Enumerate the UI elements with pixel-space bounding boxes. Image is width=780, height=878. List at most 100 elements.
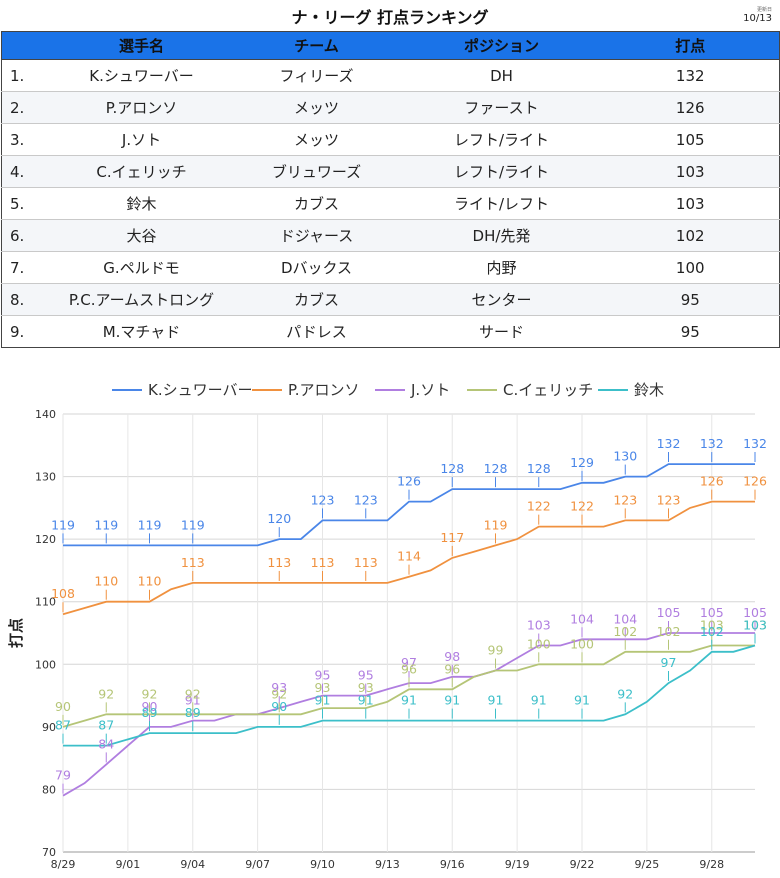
series-line-1 [62, 500, 755, 616]
data-label: 93 [271, 680, 287, 695]
data-label: 87 [98, 718, 114, 733]
data-label: 91 [444, 693, 460, 708]
data-label: 126 [700, 474, 724, 489]
data-label: 123 [613, 492, 637, 507]
rank-cell: 7. [1, 251, 52, 284]
rank-cell: 8. [1, 283, 52, 316]
data-label: 120 [267, 511, 291, 526]
data-label: 113 [354, 555, 378, 570]
team-cell: Dバックス [231, 251, 402, 284]
rbi-cell: 132 [601, 59, 780, 92]
data-label: 132 [743, 436, 767, 451]
data-label: 90 [271, 699, 287, 714]
team-cell: カブス [231, 187, 402, 220]
data-label: 91 [185, 693, 201, 708]
position-cell: サード [478, 323, 524, 341]
team-cell: メッツ [231, 123, 402, 156]
data-label: 119 [51, 517, 75, 532]
data-label: 117 [440, 530, 464, 545]
rbi-cell: 103 [601, 155, 780, 188]
table-row: 1. K.シュワーバー フィリーズ DH 132 [1, 59, 780, 92]
data-label: 93 [358, 680, 374, 695]
data-label: 95 [315, 668, 331, 683]
table-row: 9. M.マチャド パドレス サード 95 [2, 316, 780, 348]
data-label: 90 [55, 699, 71, 714]
table-row: 7. G.ペルドモ Dバックス 内野 100 [1, 251, 780, 284]
data-label: 128 [440, 461, 464, 476]
data-label: 97 [401, 655, 417, 670]
data-label: 102 [700, 624, 724, 639]
data-label: 122 [570, 499, 594, 514]
data-label: 79 [55, 768, 71, 783]
data-label: 100 [527, 636, 551, 651]
rbi-cell: 95 [680, 322, 700, 341]
data-label: 91 [401, 693, 417, 708]
player-cell: P.C.アームストロング [51, 283, 232, 316]
data-label: 91 [574, 693, 590, 708]
data-label: 103 [700, 618, 724, 633]
updated-label: 更新日 [756, 7, 772, 13]
data-label: 119 [484, 517, 508, 532]
data-label: 93 [315, 680, 331, 695]
data-label: 91 [358, 693, 374, 708]
data-label: 89 [185, 705, 201, 720]
player-cell: P.アロンソ [51, 91, 232, 124]
x-tick-label: 9/22 [570, 858, 595, 871]
data-label: 87 [55, 718, 71, 733]
rank-cell: 1. [1, 59, 52, 92]
rbi-cell: 100 [601, 251, 780, 284]
data-label: 84 [98, 736, 114, 751]
table-row: 3. J.ソト メッツ レフト/ライト 105 [1, 123, 780, 156]
team-cell: メッツ [231, 91, 402, 124]
data-label: 95 [358, 668, 374, 683]
rank-cell: 3. [1, 123, 52, 156]
data-label: 123 [657, 492, 681, 507]
data-label: 103 [743, 618, 767, 633]
header-rank [1, 31, 52, 60]
data-label: 103 [527, 618, 551, 633]
y-axis-title: 打点 [7, 618, 25, 648]
rbi-cell: 126 [601, 91, 780, 124]
table-row: 8. P.C.アームストロング カブス センター 95 [1, 283, 780, 316]
data-label: 126 [743, 474, 767, 489]
y-tick-label: 120 [35, 533, 56, 546]
y-tick-label: 140 [35, 408, 56, 421]
position-cell: DH [401, 59, 602, 92]
data-label: 114 [397, 549, 421, 564]
data-label: 113 [311, 555, 335, 570]
data-label: 96 [401, 661, 417, 676]
player-cell: 鈴木 [51, 187, 232, 220]
ranking-table: 選手名 チーム ポジション 打点 1. K.シュワーバー フィリーズ DH 132 2.… [1, 31, 780, 348]
data-label: 128 [527, 461, 551, 476]
rank-cell: 4. [1, 155, 52, 188]
team-cell: カブス [231, 283, 402, 316]
data-label: 91 [531, 693, 547, 708]
rank-cell: 5. [1, 187, 52, 220]
y-tick-label: 130 [35, 471, 56, 484]
data-label: 129 [570, 455, 594, 470]
y-tick-label: 90 [42, 721, 56, 734]
updated-date: 更新日 10/13 [743, 8, 772, 24]
player-cell: M.マチャド [102, 323, 181, 341]
data-label: 130 [613, 449, 637, 464]
rbi-cell: 103 [601, 187, 780, 220]
series-line-3 [62, 644, 755, 728]
data-label: 104 [570, 611, 594, 626]
rank-cell: 2. [1, 91, 52, 124]
player-cell: 大谷 [51, 219, 232, 252]
data-label: 92 [617, 686, 633, 701]
table-row: 2. P.アロンソ メッツ ファースト 126 [1, 91, 780, 124]
position-cell: センター [401, 283, 602, 316]
x-tick-label: 9/28 [699, 858, 724, 871]
y-tick-label: 100 [35, 658, 56, 671]
data-label: 104 [613, 611, 637, 626]
data-label: 119 [94, 517, 118, 532]
header-rbi: 打点 [601, 31, 780, 60]
data-label: 102 [657, 624, 681, 639]
x-tick-label: 9/07 [245, 858, 270, 871]
player-cell: C.イェリッチ [51, 155, 232, 188]
rbi-cell: 95 [601, 283, 780, 316]
y-tick-label: 80 [42, 783, 56, 796]
rbi-cell: 102 [601, 219, 780, 252]
data-label: 110 [94, 574, 118, 589]
